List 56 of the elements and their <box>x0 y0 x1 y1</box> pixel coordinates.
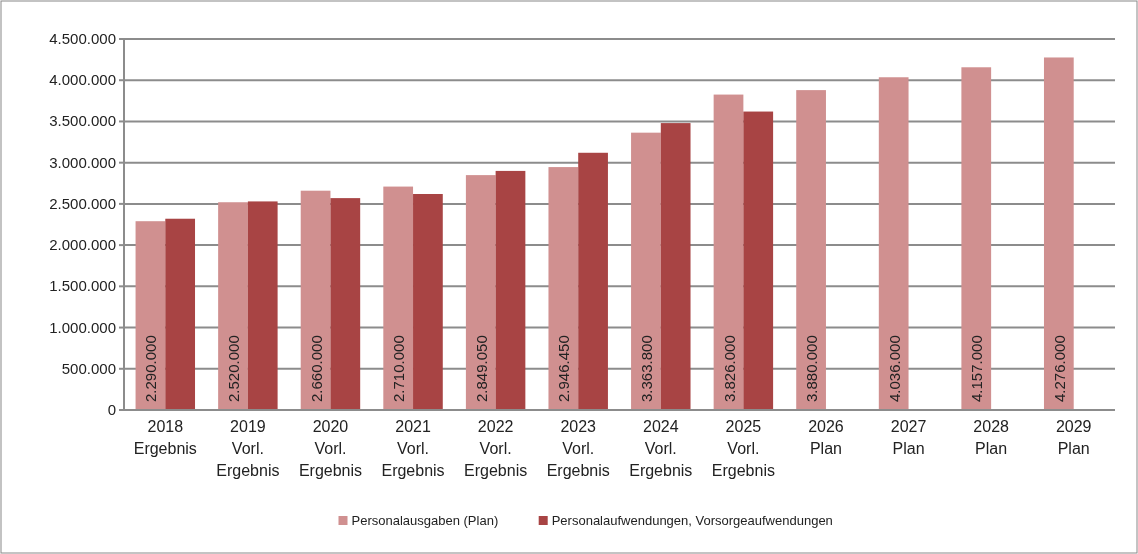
data-label: 4.036.000 <box>885 335 903 402</box>
x-tick-label: 2026 Plan <box>808 418 844 457</box>
data-label: 2.946.450 <box>555 335 573 402</box>
y-tick-label: 2.500.000 <box>49 194 116 212</box>
legend-label: Personalaufwendungen, Vorsorgeaufwendungen <box>551 513 833 528</box>
data-label: 2.290.000 <box>142 335 160 402</box>
y-tick-label: 1.000.000 <box>49 318 116 336</box>
bar <box>247 201 278 410</box>
x-tick-label: 2021 Vorl. Ergebnis <box>381 418 445 479</box>
bar <box>218 202 248 410</box>
bar <box>796 90 826 410</box>
y-tick-label: 3.500.000 <box>49 112 116 130</box>
bar <box>713 94 744 410</box>
y-tick-label: 0 <box>107 401 116 418</box>
data-label: 3.880.000 <box>803 335 821 402</box>
data-label: 2.849.050 <box>472 335 490 402</box>
bar <box>878 77 909 410</box>
y-tick-label: 500.000 <box>61 359 116 377</box>
bar <box>135 221 166 410</box>
data-label: 2.660.000 <box>307 335 325 402</box>
data-label: 3.363.800 <box>637 335 655 402</box>
x-tick-label: 2027 Plan <box>890 418 927 457</box>
x-tick-label: 2029 Plan <box>1055 418 1092 457</box>
bar <box>961 67 992 410</box>
x-tick-label: 2025 Vorl. Ergebnis <box>711 418 775 479</box>
y-tick-label: 4.000.000 <box>49 71 116 89</box>
bar <box>660 123 691 410</box>
y-tick-label: 2.000.000 <box>49 236 116 254</box>
x-tick-label: 2018 Ergebnis <box>133 418 197 457</box>
bar <box>631 132 661 410</box>
bar <box>743 111 774 410</box>
x-tick-label: 2028 Plan <box>973 418 1010 457</box>
legend-label: Personalausgaben (Plan) <box>351 513 499 528</box>
x-tick-label: 2023 Vorl. Ergebnis <box>546 418 610 479</box>
bar <box>300 190 331 410</box>
bar <box>330 198 361 410</box>
x-tick-label: 2019 Vorl. Ergebnis <box>216 418 280 479</box>
x-tick-label: 2020 Vorl. Ergebnis <box>298 418 363 479</box>
bar <box>495 170 526 410</box>
data-label: 3.826.000 <box>720 335 738 402</box>
x-tick-label: 2024 Vorl. Ergebnis <box>629 418 693 479</box>
bar <box>383 186 414 410</box>
data-label: 4.157.000 <box>968 335 986 402</box>
data-label: 4.276.000 <box>1050 335 1068 402</box>
bar <box>413 194 443 410</box>
y-tick-label: 3.000.000 <box>49 153 116 171</box>
data-label: 2.520.000 <box>225 335 243 402</box>
bar <box>1043 57 1074 410</box>
data-label: 2.710.000 <box>390 335 408 402</box>
bar <box>548 167 579 410</box>
bar <box>465 175 496 410</box>
bar <box>165 218 196 410</box>
bar <box>578 152 608 410</box>
y-tick-label: 1.500.000 <box>49 277 116 295</box>
x-tick-label: 2022 Vorl. Ergebnis <box>464 418 528 479</box>
y-tick-label: 4.500.000 <box>49 30 116 47</box>
